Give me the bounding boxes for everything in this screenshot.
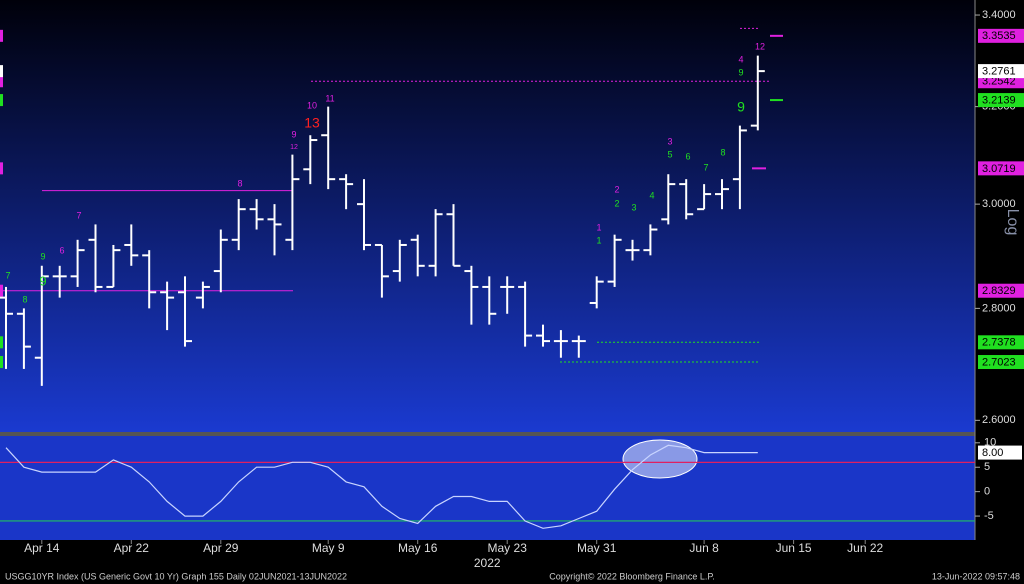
last-value-box — [978, 64, 1024, 79]
level-label-box — [978, 161, 1024, 176]
level-stub — [0, 29, 3, 42]
level-label: 3.3535 — [982, 30, 1016, 42]
annotation: 9 — [40, 251, 45, 261]
y-tick-label: 3.0000 — [982, 198, 1016, 210]
indicator-y-tick-label: -5 — [984, 510, 994, 522]
level-stub — [0, 94, 3, 107]
annotation: 8 — [22, 294, 27, 304]
x-tick-label: May 23 — [488, 541, 528, 555]
indicator-last-label: 8.00 — [982, 447, 1003, 459]
annotation: 3 — [631, 202, 636, 212]
annotation: 10 — [307, 100, 317, 110]
annotation: 9 — [291, 129, 296, 139]
annotation: 7 — [5, 270, 10, 280]
year-label: 2022 — [474, 556, 501, 570]
annotation: 8 — [237, 178, 242, 188]
annotation: 9 — [737, 99, 745, 115]
annotation: 8 — [720, 147, 725, 157]
x-tick-label: May 9 — [312, 541, 345, 555]
annotation: 6 — [59, 245, 64, 255]
annotation: 13 — [304, 115, 320, 131]
x-tick-label: Apr 29 — [203, 541, 239, 555]
level-label: 2.8329 — [982, 285, 1016, 297]
annotation: 4 — [649, 190, 654, 200]
indicator-panel — [0, 436, 975, 540]
annotation: 4 — [738, 54, 743, 64]
x-tick-label: Apr 14 — [24, 541, 60, 555]
y-tick-label: 2.8000 — [982, 302, 1016, 314]
annotation: 12 — [290, 144, 298, 151]
level-stub — [0, 162, 3, 175]
level-label: 2.7023 — [982, 356, 1016, 368]
indicator-y-tick-label: 5 — [984, 461, 990, 473]
level-stub — [0, 284, 3, 297]
annotation: 7 — [76, 210, 81, 220]
annotation: 1 — [596, 222, 601, 232]
level-label-box — [978, 335, 1024, 350]
annotation: 11 — [325, 93, 334, 103]
x-tick-label: Apr 22 — [114, 541, 150, 555]
highlight-ellipse — [622, 439, 698, 479]
level-label: 3.0719 — [982, 163, 1016, 175]
annotation: 2 — [614, 184, 619, 194]
level-label-box — [978, 93, 1024, 108]
level-stub — [0, 75, 3, 88]
y-tick-label: 3.4000 — [982, 9, 1016, 21]
y-tick-label: 2.6000 — [982, 414, 1016, 426]
footer-right: 13-Jun-2022 09:57:48 — [932, 571, 1020, 581]
level-label-box — [978, 283, 1024, 298]
annotation: 9 — [738, 67, 743, 77]
axis-label: Log — [1004, 209, 1021, 236]
price-panel — [0, 0, 975, 432]
level-label-box — [978, 28, 1024, 43]
x-tick-label: Jun 22 — [847, 541, 883, 555]
level-label-box — [978, 355, 1024, 370]
annotation: 12 — [755, 41, 765, 51]
indicator-line — [5, 444, 758, 529]
last-value-label: 3.2761 — [982, 66, 1016, 78]
annotation: 5 — [667, 149, 672, 159]
annotation: 7 — [703, 162, 708, 172]
indicator-y-tick-label: 0 — [984, 486, 990, 498]
level-label: 2.7378 — [982, 337, 1016, 349]
x-tick-label: May 16 — [398, 541, 438, 555]
last-value-stub — [0, 65, 3, 78]
annotation: 2 — [614, 198, 619, 208]
annotation: 6 — [685, 151, 690, 161]
footer-center: Copyright© 2022 Bloomberg Finance L.P. — [549, 571, 715, 581]
level-stub — [0, 336, 3, 349]
x-tick-label: May 31 — [577, 541, 617, 555]
panel-separator — [0, 432, 975, 436]
level-stub — [0, 356, 3, 369]
level-label: 3.2542 — [982, 76, 1016, 88]
x-tick-label: Jun 8 — [689, 541, 719, 555]
indicator-last-box — [978, 445, 1022, 460]
annotation: 9 — [39, 273, 46, 288]
annotation: 3 — [667, 136, 672, 146]
x-tick-label: Jun 15 — [776, 541, 812, 555]
annotation: 1 — [596, 235, 601, 245]
footer-left: USGG10YR Index (US Generic Govt 10 Yr) G… — [5, 571, 347, 581]
level-label: 3.2139 — [982, 94, 1016, 106]
